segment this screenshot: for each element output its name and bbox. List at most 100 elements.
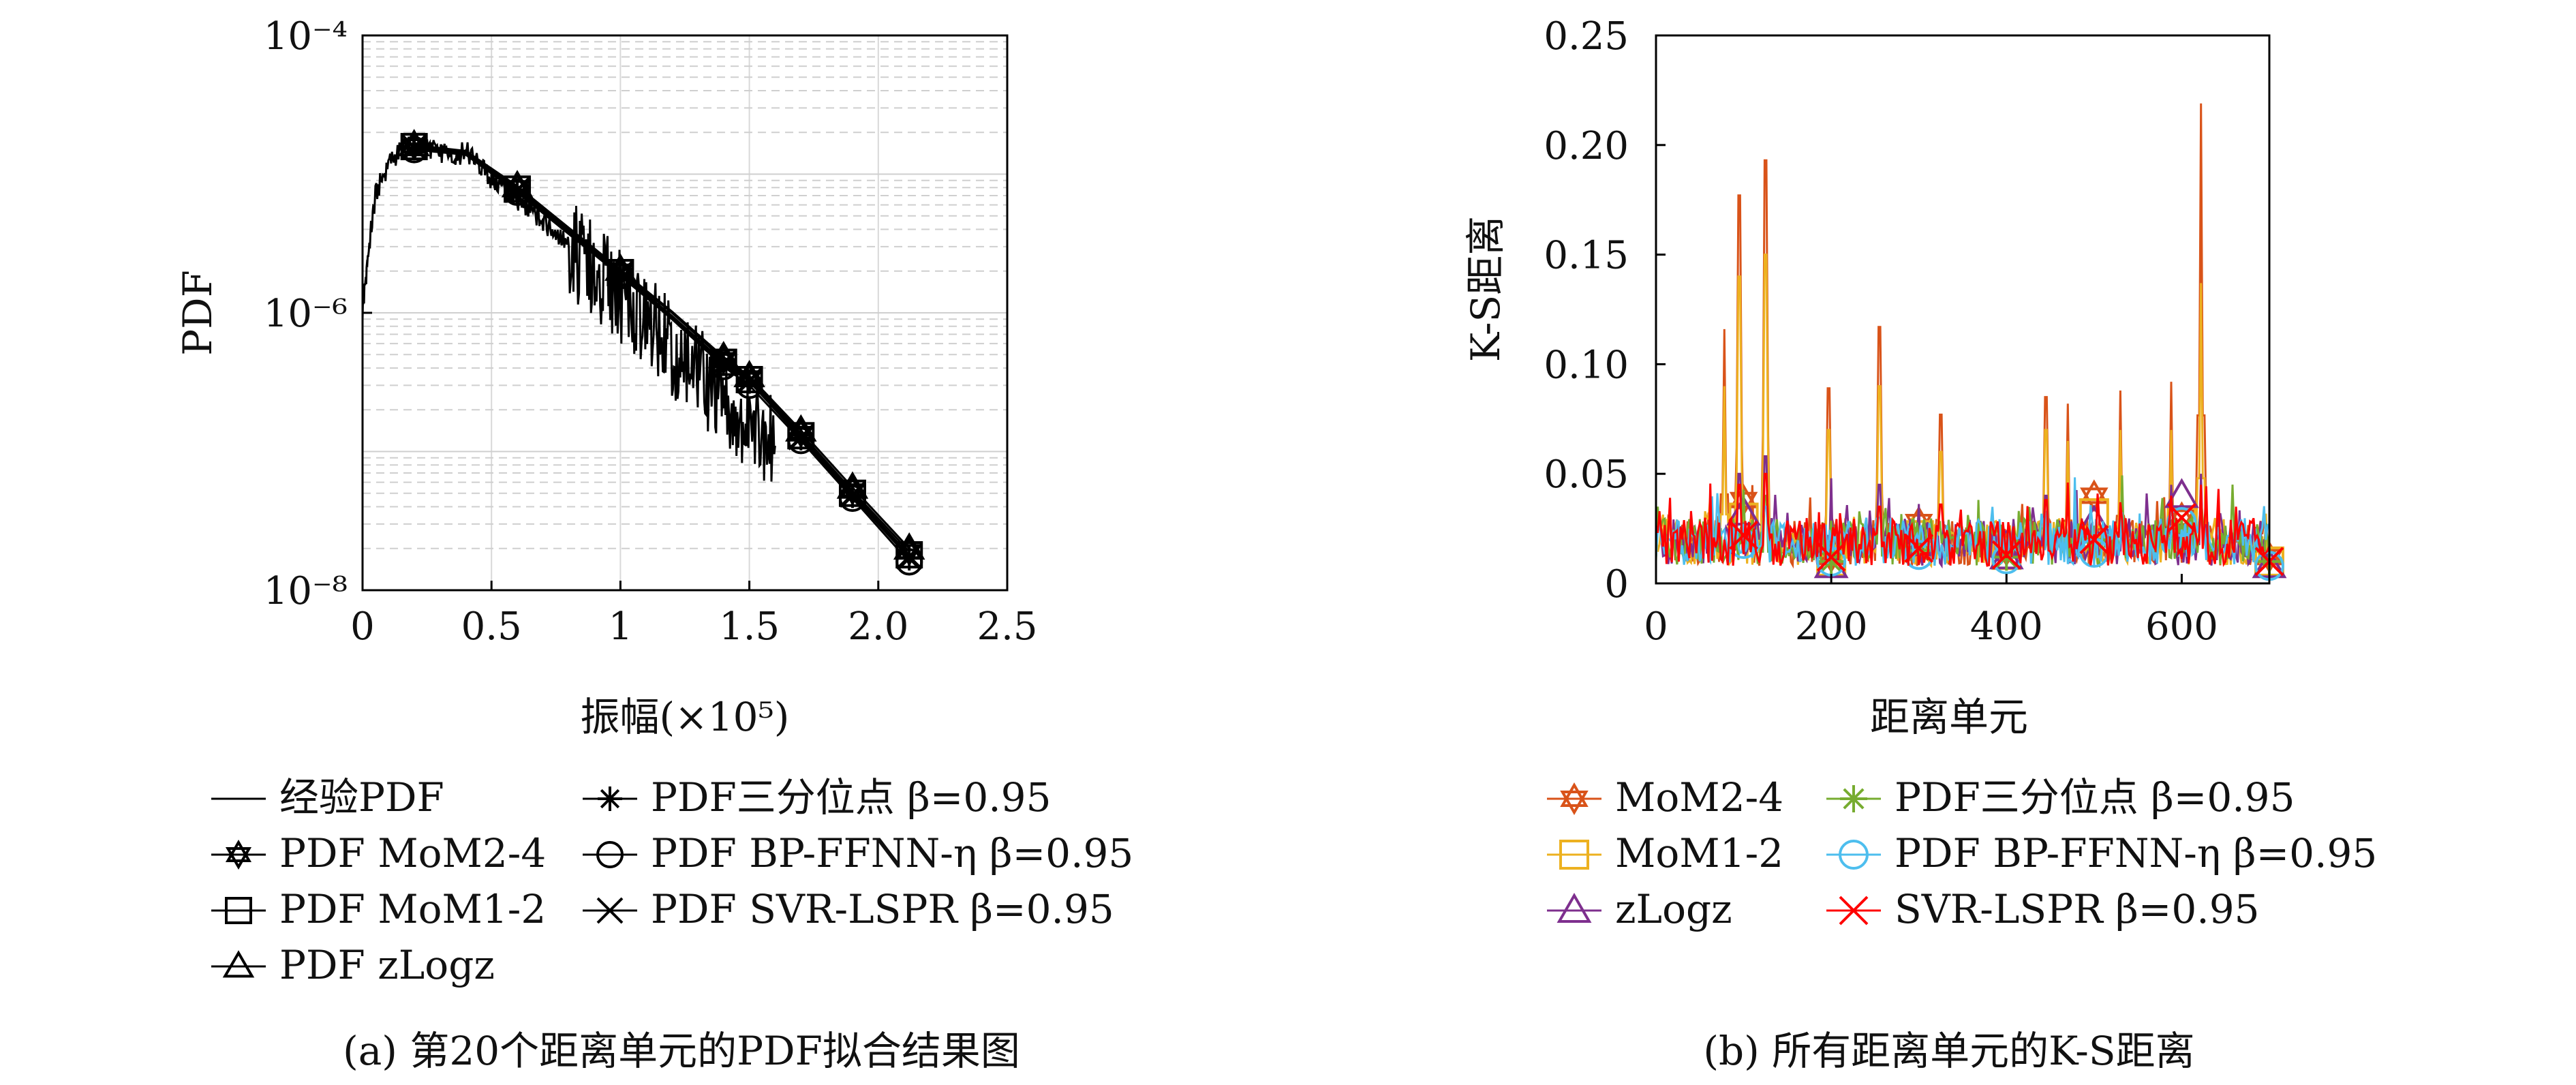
legend-item: zLogz [1547,886,1732,932]
y-tick-label: 10⁻⁶ [264,292,348,336]
legend-label: 经验PDF [279,774,444,821]
data-point [839,481,866,508]
chart-a-grid [362,35,1008,591]
chart-a-ylabel: PDF [174,270,221,356]
legend-marker [598,786,622,811]
legend-item: PDF三分位点 β=0.95 [583,774,1051,821]
data-point [400,136,428,164]
y-tick-label: 0 [1604,562,1629,607]
legend-label: PDF BP-FFNN-η β=0.95 [651,830,1133,876]
x-tick-label: 200 [1795,605,1868,649]
series-5 [400,136,923,576]
legend-label: PDF BP-FFNN-η β=0.95 [1895,830,2377,876]
legend-label: MoM1-2 [1615,830,1783,876]
legend-item: PDF BP-FFNN-η β=0.95 [1826,830,2377,876]
x-tick-label: 400 [1970,605,2043,649]
data-point [1904,534,1934,563]
legend-label: PDF MoM2-4 [279,830,546,876]
x-tick-label: 2.5 [977,605,1037,649]
legend-marker [1839,896,1869,926]
legend-marker [1840,785,1867,812]
legend-marker [1557,893,1592,923]
chart-a-series [361,129,925,576]
legend-marker [596,897,624,924]
legend-marker [1560,782,1589,815]
chart-a-ticks: 0 0.5 1 1.5 2.0 2.5 10⁻⁸ 10⁻⁶ 10⁻⁴ [264,14,1038,649]
data-point [607,260,634,287]
series-0 [361,131,776,482]
legend-label: MoM2-4 [1615,774,1783,821]
series-line [414,146,910,557]
legend-label: PDF三分位点 β=0.95 [651,774,1051,821]
y-tick-label: 0.25 [1544,14,1629,59]
x-tick-label: 0.5 [461,605,522,649]
legend-marker [222,950,255,978]
chart-b-caption: (b) 所有距离单元的K-S距离 [1703,1028,2194,1074]
legend-label: SVR-LSPR β=0.95 [1895,886,2260,932]
chart-a: 0 0.5 1 1.5 2.0 2.510⁻⁸10⁻⁶10⁻⁴ PDF 振幅(×10⁵) … [174,14,1133,1074]
legend-item: 经验PDF [211,774,444,821]
y-tick-label: 0.05 [1544,453,1629,497]
legend-item: PDF三分位点 β=0.95 [1826,774,2295,821]
data-point [709,352,737,380]
data-point [895,543,923,570]
x-tick-label: 0 [350,605,375,649]
legend-marker [225,897,252,924]
legend-item: MoM2-4 [1547,774,1783,821]
legend-item: MoM1-2 [1547,830,1783,876]
data-point [1729,520,1758,550]
x-tick-label: 1 [609,605,633,649]
data-point [1816,542,1846,572]
legend-item: PDF BP-FFNN-η β=0.95 [583,830,1133,876]
x-tick-label: 1.5 [719,605,780,649]
chart-b-series [1655,103,2287,581]
data-point [504,179,532,207]
legend-item: PDF zLogz [211,942,495,988]
x-tick-label: 2.0 [848,605,908,649]
legend-label: PDF zLogz [279,942,495,988]
legend-label: zLogz [1615,886,1732,932]
data-point [607,262,634,290]
data-point [710,350,737,376]
data-point [787,427,815,455]
series-line [414,144,910,549]
data-point [2164,478,2199,508]
data-point [1728,529,1759,560]
chart-b-ylabel: K-S距离 [1462,216,1509,362]
legend-item: SVR-LSPR β=0.95 [1826,886,2260,932]
data-point [1991,540,2021,570]
data-point [787,423,814,450]
chart-b-frame [1655,34,2271,585]
data-point [2167,503,2196,532]
legend-item: PDF MoM2-4 [211,830,546,876]
legend-label: PDF三分位点 β=0.95 [1895,774,2295,821]
y-tick-label: 0.20 [1544,124,1629,168]
legend-marker [225,840,252,870]
series-line [414,149,910,563]
series-5 [1655,472,2284,577]
data-point [895,548,923,576]
data-point [504,177,531,204]
legend-marker [1839,840,1869,870]
y-tick-label: 0.10 [1544,343,1629,387]
data-point [736,367,763,394]
legend-item: PDF SVR-LSPR β=0.95 [583,886,1114,932]
legend-marker [596,841,624,868]
chart-a-caption: (a) 第20个距离单元的PDF拟合结果图 [343,1028,1020,1074]
series-0 [1655,103,2284,574]
y-tick-label: 0.15 [1544,234,1629,278]
data-point [838,485,866,513]
chart-a-xlabel: 振幅(×10⁵) [581,694,790,740]
legend-marker [1559,840,1589,870]
legend-item: PDF MoM1-2 [211,886,546,932]
series-line [1655,472,2271,567]
series-6 [401,134,923,570]
y-tick-label: 10⁻⁴ [264,14,348,59]
y-tick-label: 10⁻⁸ [264,569,348,613]
x-tick-label: 0 [1644,605,1668,649]
chart-b-xlabel: 距离单元 [1870,694,2028,740]
empirical-pdf-line [361,131,776,482]
x-tick-label: 600 [2145,605,2218,649]
data-point [2079,525,2109,555]
